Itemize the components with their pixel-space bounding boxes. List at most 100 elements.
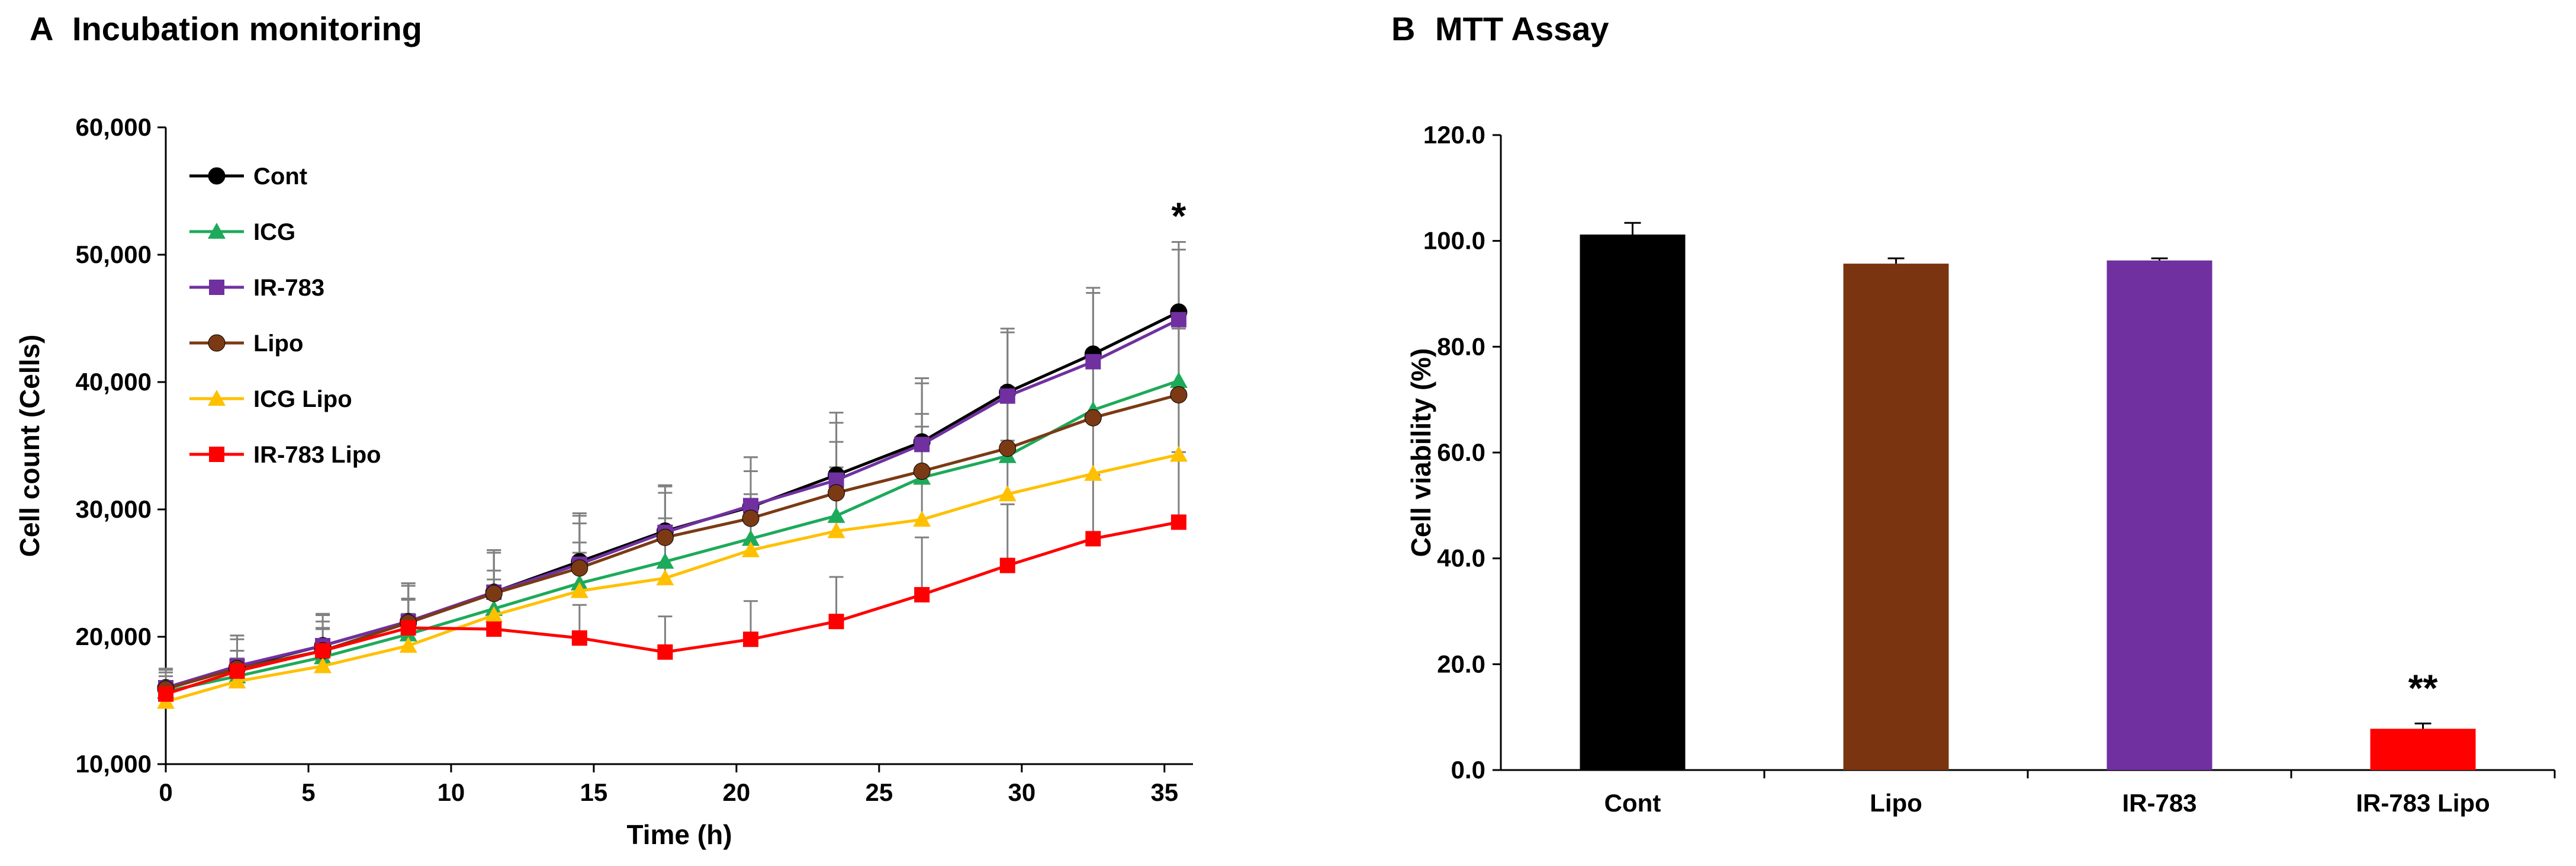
panel-a-data-point: [913, 463, 931, 480]
panel-a-x-tick-label: 20: [723, 778, 751, 806]
panel-a-y-tick-label: 60,000: [76, 113, 152, 141]
panel-a-x-tick-label: 10: [438, 778, 465, 806]
panel-a-data-point: [315, 643, 331, 659]
panel-a-data-point: [741, 541, 760, 557]
panel-b-title: B MTT Assay: [1391, 10, 1609, 47]
panel-a-legend: Cont ICG IR-783 Lipo ICG Lipo IR-783 Lipo: [189, 163, 381, 468]
panel-a-annotations: *: [1171, 195, 1186, 238]
panel-b-title-text: MTT Assay: [1435, 10, 1609, 47]
panel-b-bars: [1580, 222, 2476, 771]
panel-a-data-point: [999, 388, 1015, 404]
panel-a-data-point: [913, 511, 931, 527]
panel-b-y-tick-label: 0.0: [1451, 756, 1485, 784]
panel-a-data-point: [229, 663, 245, 679]
panel-a-data-point: [1085, 354, 1101, 370]
panel-a-data-point: [999, 440, 1017, 457]
panel-b-bar: [2107, 260, 2212, 771]
panel-a-legend-label: IR-783: [253, 275, 324, 301]
panel-a-data-point: [1084, 464, 1102, 481]
panel-a-data-point: [1085, 531, 1101, 547]
panel-a-x-tick-label: 35: [1150, 778, 1178, 806]
panel-b-x-axis: Cont Lipo IR-783 IR-783 Lipo: [1604, 770, 2556, 817]
panel-b-y-axis-title: Cell viability (%): [1406, 348, 1436, 557]
panel-a-x-tick-label: 15: [580, 778, 608, 806]
panel-b-y-axis: 0.0 20.0 40.0 60.0 80.0 100.0 120.0: [1423, 121, 1501, 784]
panel-a-data-point: [914, 587, 930, 603]
panel-a-data-point: [399, 637, 417, 653]
panel-b-x-tick-label: IR-783: [2122, 789, 2196, 817]
panel-b-label: B: [1391, 10, 1415, 47]
panel-b-y-tick-label: 40.0: [1437, 544, 1485, 572]
panel-a-y-tick-label: 10,000: [76, 750, 152, 778]
panel-a-data-point: [998, 485, 1017, 502]
panel-a-data-point: [571, 559, 588, 577]
panel-b-y-tick-label: 20.0: [1437, 650, 1485, 678]
panel-a-series: [157, 303, 1188, 709]
panel-b-y-tick-label: 100.0: [1423, 227, 1485, 255]
panel-b-significance-marker: **: [2408, 666, 2438, 709]
panel-a-data-point: [999, 557, 1015, 573]
panel-a-line-chart: A Incubation monitoring 10,000 20,000 30,0…: [14, 10, 1193, 850]
panel-a-data-point: [1170, 386, 1188, 403]
panel-a-data-point: [570, 582, 588, 598]
panel-a-legend-label: ICG: [253, 219, 295, 245]
panel-a-title: A Incubation monitoring: [30, 10, 422, 47]
panel-a-data-point: [656, 553, 674, 569]
panel-a-legend-marker: [208, 223, 226, 239]
panel-a-y-axis-title: Cell count (Cells): [14, 335, 45, 557]
panel-a-legend-label: IR-783 Lipo: [253, 442, 381, 468]
panel-a-series-line: [165, 318, 1180, 689]
panel-a-data-point: [1169, 445, 1188, 462]
panel-b-bar: [1580, 234, 1686, 770]
panel-a-data-point: [827, 506, 845, 523]
panel-a-legend-label: Lipo: [253, 331, 303, 357]
panel-a-x-tick-label: 0: [159, 778, 172, 806]
panel-b-y-tick-label: 60.0: [1437, 438, 1485, 466]
panel-b-x-tick-label: Cont: [1604, 789, 1661, 817]
panel-a-data-point: [828, 614, 844, 630]
panel-a-error-bars: [159, 241, 1186, 702]
panel-a-x-tick-label: 25: [866, 778, 893, 806]
panel-a-x-axis: 0 5 10 15 20 25 30 35: [159, 764, 1178, 806]
panel-a-data-point: [158, 686, 173, 702]
panel-a-legend-marker: [208, 390, 226, 406]
panel-a-data-point: [314, 657, 332, 673]
panel-a-data-point: [656, 569, 674, 586]
panel-a-y-tick-label: 30,000: [76, 495, 152, 523]
panel-a-significance-marker: *: [1171, 195, 1186, 238]
panel-b-y-tick-label: 120.0: [1423, 121, 1485, 149]
panel-a-data-point: [485, 585, 503, 602]
panel-a-legend-marker: [209, 280, 224, 295]
panel-a-data-point: [485, 606, 503, 623]
panel-a-data-point: [486, 621, 502, 637]
panel-a-legend-label: ICG Lipo: [253, 386, 352, 412]
panel-a-data-point: [400, 620, 416, 636]
panel-b-bar-chart: B MTT Assay 0.0 20.0 40.0 60.0 80.0 100.0 120.…: [1391, 10, 2556, 817]
panel-a-data-point: [827, 522, 845, 538]
panel-a-series-line: [165, 310, 1180, 689]
panel-a-data-point: [1169, 371, 1188, 388]
panel-b-bar: [2370, 729, 2476, 770]
panel-a-x-tick-label: 5: [301, 778, 315, 806]
panel-a-legend-marker: [208, 167, 226, 185]
panel-a-data-point: [742, 509, 760, 527]
panel-a-x-tick-label: 30: [1008, 778, 1035, 806]
panel-a-data-point: [657, 644, 673, 660]
panel-a-data-point: [1170, 514, 1186, 530]
panel-a-label: A: [30, 10, 53, 47]
panel-a-data-point: [571, 630, 587, 646]
panel-b-bar: [1843, 264, 1949, 771]
panel-a-data-point: [656, 528, 674, 546]
panel-a-title-text: Incubation monitoring: [72, 10, 422, 47]
panel-a-data-point: [228, 672, 246, 689]
panel-a-data-point: [1170, 312, 1186, 328]
panel-a-x-axis-title: Time (h): [626, 819, 732, 850]
panel-b-x-tick-label: IR-783 Lipo: [2356, 789, 2490, 817]
panel-a-y-axis: 10,000 20,000 30,000 40,000 50,000 60,000: [76, 113, 166, 778]
panel-a-data-point: [742, 631, 758, 647]
panel-b-y-tick-label: 80.0: [1437, 332, 1485, 360]
panel-a-y-tick-label: 50,000: [76, 240, 152, 268]
panel-a-data-point: [914, 437, 930, 453]
panel-a-data-point: [741, 530, 760, 546]
